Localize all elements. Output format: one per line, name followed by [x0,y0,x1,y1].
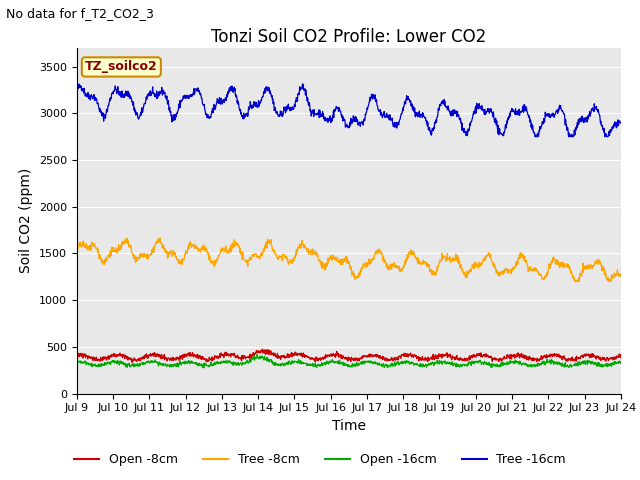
Tree -16cm [137,109,145,115]
X-axis label: Time: Time [332,419,366,433]
Tree -8cm [383,261,390,266]
Open -8cm [259,347,266,352]
Tree -8cm [571,278,579,284]
Tree -16cm [383,110,390,116]
Text: No data for f_T2_CO2_3: No data for f_T2_CO2_3 [6,7,154,20]
Tree -16cm [115,90,123,96]
Tree -8cm [73,246,81,252]
Open -8cm [73,355,81,360]
Open -16cm [305,362,312,368]
Open -16cm [253,352,261,358]
Tree -16cm [531,134,539,140]
Y-axis label: Soil CO2 (ppm): Soil CO2 (ppm) [19,168,33,274]
Tree -16cm [73,87,81,93]
Open -16cm [617,360,625,366]
Open -8cm [115,352,123,358]
Open -16cm [316,363,323,369]
Title: Tonzi Soil CO2 Profile: Lower CO2: Tonzi Soil CO2 Profile: Lower CO2 [211,28,486,47]
Open -16cm [200,365,207,371]
Open -8cm [383,357,391,362]
Tree -16cm [617,120,625,126]
Open -8cm [305,354,312,360]
Line: Tree -8cm: Tree -8cm [77,238,621,281]
Open -16cm [73,360,81,366]
Line: Open -8cm: Open -8cm [77,349,621,362]
Tree -8cm [138,251,145,257]
Open -8cm [138,354,145,360]
Open -16cm [115,358,123,364]
Tree -16cm [304,97,312,103]
Open -8cm [128,360,136,365]
Open -8cm [316,356,323,362]
Open -16cm [383,362,391,368]
Open -16cm [326,358,333,364]
Tree -16cm [299,81,307,87]
Open -8cm [617,354,625,360]
Legend: Open -8cm, Tree -8cm, Open -16cm, Tree -16cm: Open -8cm, Tree -8cm, Open -16cm, Tree -… [69,448,571,471]
Open -16cm [137,360,145,366]
Tree -8cm [115,246,123,252]
Tree -8cm [617,272,625,278]
Tree -16cm [325,117,333,123]
Tree -16cm [316,115,323,120]
Tree -8cm [304,246,312,252]
Open -8cm [326,354,333,360]
Text: TZ_soilco2: TZ_soilco2 [85,60,157,73]
Tree -8cm [316,257,323,263]
Tree -8cm [325,257,333,263]
Line: Open -16cm: Open -16cm [77,355,621,368]
Tree -8cm [123,235,131,241]
Line: Tree -16cm: Tree -16cm [77,84,621,137]
